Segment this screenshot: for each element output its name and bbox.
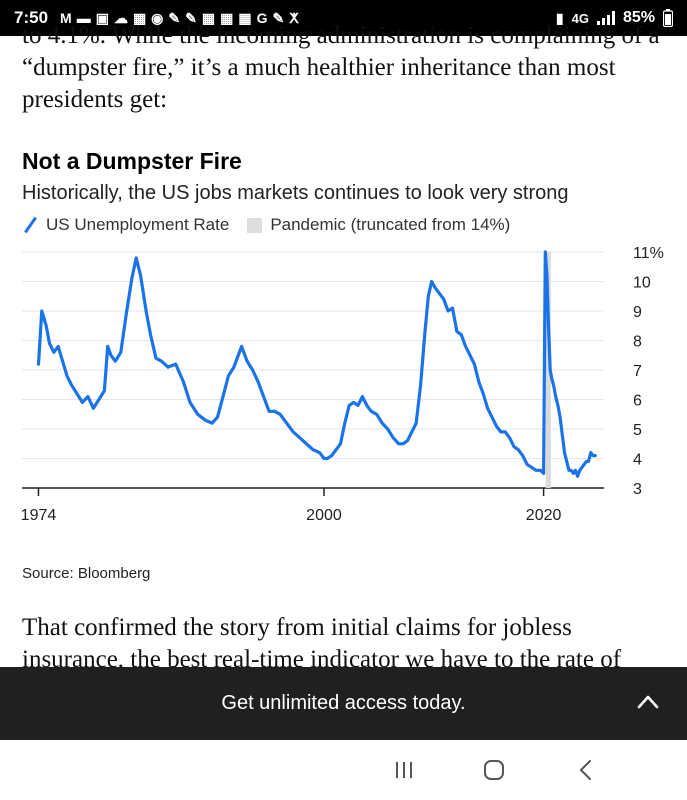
- y-tick-label: 10: [633, 275, 651, 292]
- chart-subtitle: Historically, the US jobs markets contin…: [22, 182, 569, 204]
- back-icon[interactable]: [574, 758, 598, 782]
- notification-icon: M: [60, 10, 72, 26]
- subscribe-banner-text[interactable]: Get unlimited access today.: [221, 692, 466, 714]
- legend-item-unemployment: US Unemployment Rate: [22, 215, 229, 235]
- subscribe-banner[interactable]: Get unlimited access today.: [0, 667, 687, 740]
- notification-icon: ⵅ: [289, 9, 299, 26]
- status-time: 7:50: [14, 8, 49, 27]
- notification-icon: ▦: [132, 9, 147, 26]
- status-bar: 7:50 M ▬ ▣ ☁ ▦ ◉ ✎ ✎ ▦ ▦ ▦ G ✎ ⵅ ▮ 4G 85%: [0, 0, 687, 36]
- notification-icon: ▦: [201, 9, 216, 26]
- notification-icon: G: [256, 10, 268, 26]
- series-line-unemployment: [36, 250, 597, 478]
- sim-icon: ▮: [555, 9, 564, 26]
- y-tick-label: 3: [633, 481, 642, 498]
- unemployment-chart: 11% 10 9 8 7 6 5 4 3 1974 2000 2020: [21, 245, 664, 524]
- notification-icon: ☁: [113, 9, 128, 26]
- y-tick-label: 4: [633, 452, 642, 469]
- notification-icon: ▬: [76, 10, 91, 26]
- home-icon[interactable]: [482, 758, 506, 782]
- chart-source: Source: Bloomberg: [22, 565, 151, 582]
- y-tick-label: 5: [633, 422, 642, 439]
- notification-icon: ▣: [95, 9, 109, 26]
- y-tick-label: 11%: [633, 245, 664, 262]
- article-paragraph-top: to 4.1%. While the incoming administrati…: [22, 22, 660, 113]
- recents-icon[interactable]: [392, 758, 416, 782]
- notification-icon: ▦: [220, 9, 234, 26]
- article-paragraph-bottom: That confirmed the story from initial cl…: [22, 614, 622, 672]
- legend-line-swatch: [22, 217, 38, 233]
- x-tick-label: 1974: [21, 507, 57, 524]
- navigation-bar: [0, 740, 687, 800]
- chevron-up-icon[interactable]: [637, 691, 659, 713]
- y-tick-label: 7: [633, 363, 642, 380]
- signal-icon: [596, 11, 615, 25]
- y-tick-label: 8: [633, 334, 642, 351]
- pandemic-shade: [545, 252, 551, 488]
- y-tick-label: 6: [633, 393, 642, 410]
- legend-label-unemployment: US Unemployment Rate: [46, 215, 230, 234]
- notification-icon: ✎: [272, 9, 285, 26]
- chart-legend: US Unemployment Rate Pandemic (truncated…: [22, 215, 528, 235]
- notification-icon: ◉: [151, 9, 164, 26]
- legend-label-pandemic: Pandemic (truncated from 14%): [270, 215, 511, 234]
- x-tick-label: 2000: [306, 507, 342, 524]
- notification-icon: ▦: [238, 9, 252, 26]
- notification-icons: M ▬ ▣ ☁ ▦ ◉ ✎ ✎ ▦ ▦ ▦ G ✎ ⵅ: [60, 10, 298, 27]
- notification-icon: ✎: [168, 9, 181, 26]
- x-tick-label: 2020: [526, 507, 562, 524]
- notification-icon: ✎: [185, 9, 197, 26]
- battery-level: 85%: [622, 9, 655, 26]
- legend-shade-swatch: [247, 217, 263, 233]
- legend-item-pandemic: Pandemic (truncated from 14%): [247, 215, 510, 235]
- battery-icon: [663, 9, 673, 27]
- chart-title: Not a Dumpster Fire: [22, 148, 242, 174]
- network-type: 4G: [571, 10, 589, 26]
- y-tick-label: 9: [633, 304, 642, 321]
